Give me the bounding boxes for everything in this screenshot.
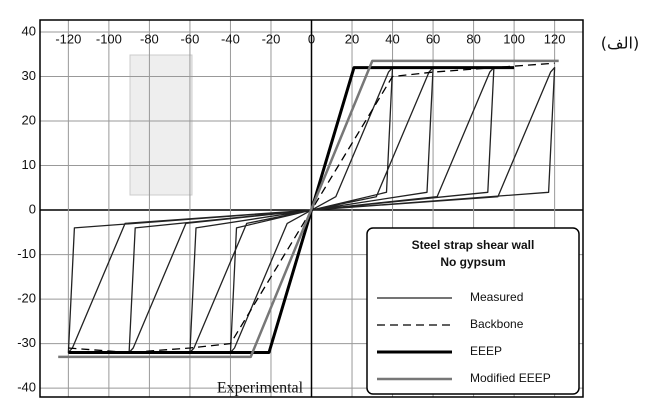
y-tick-label: 30 (22, 68, 36, 83)
x-tick-label: -100 (96, 31, 122, 46)
x-tick-label: 120 (544, 31, 566, 46)
x-tick-label: -60 (181, 31, 200, 46)
legend-title: Steel strap shear wall (412, 238, 535, 252)
y-tick-label: -20 (17, 291, 36, 306)
x-tick-label: 40 (385, 31, 399, 46)
y-tick-label: 20 (22, 112, 36, 127)
legend-label: Modified EEEP (470, 371, 551, 385)
x-tick-label: -20 (262, 31, 281, 46)
plot-frame (39, 19, 584, 398)
legend-label: EEEP (470, 344, 502, 358)
annotation: (الف) (601, 34, 639, 53)
y-tick-label: -10 (17, 246, 36, 261)
legend-label: Measured (470, 290, 523, 304)
series-line (58, 59, 559, 359)
annotation: Experimental (217, 380, 304, 397)
x-tick-label: 100 (503, 31, 525, 46)
y-tick-label: 10 (22, 157, 36, 172)
legend-box (366, 227, 580, 395)
y-tick-label: -40 (17, 380, 36, 395)
x-tick-label: -120 (55, 31, 81, 46)
x-tick-label: 0 (308, 31, 315, 46)
y-tick-label: 40 (22, 23, 36, 38)
legend-label: Backbone (470, 317, 524, 331)
legend-title: No gypsum (440, 255, 505, 269)
specimen-image (129, 54, 193, 196)
y-tick-label: -30 (17, 335, 36, 350)
x-tick-label: 60 (426, 31, 440, 46)
x-tick-label: -80 (140, 31, 159, 46)
x-tick-label: 80 (466, 31, 480, 46)
y-tick-label: 0 (29, 201, 36, 216)
x-tick-label: 20 (345, 31, 359, 46)
x-tick-label: -40 (221, 31, 240, 46)
